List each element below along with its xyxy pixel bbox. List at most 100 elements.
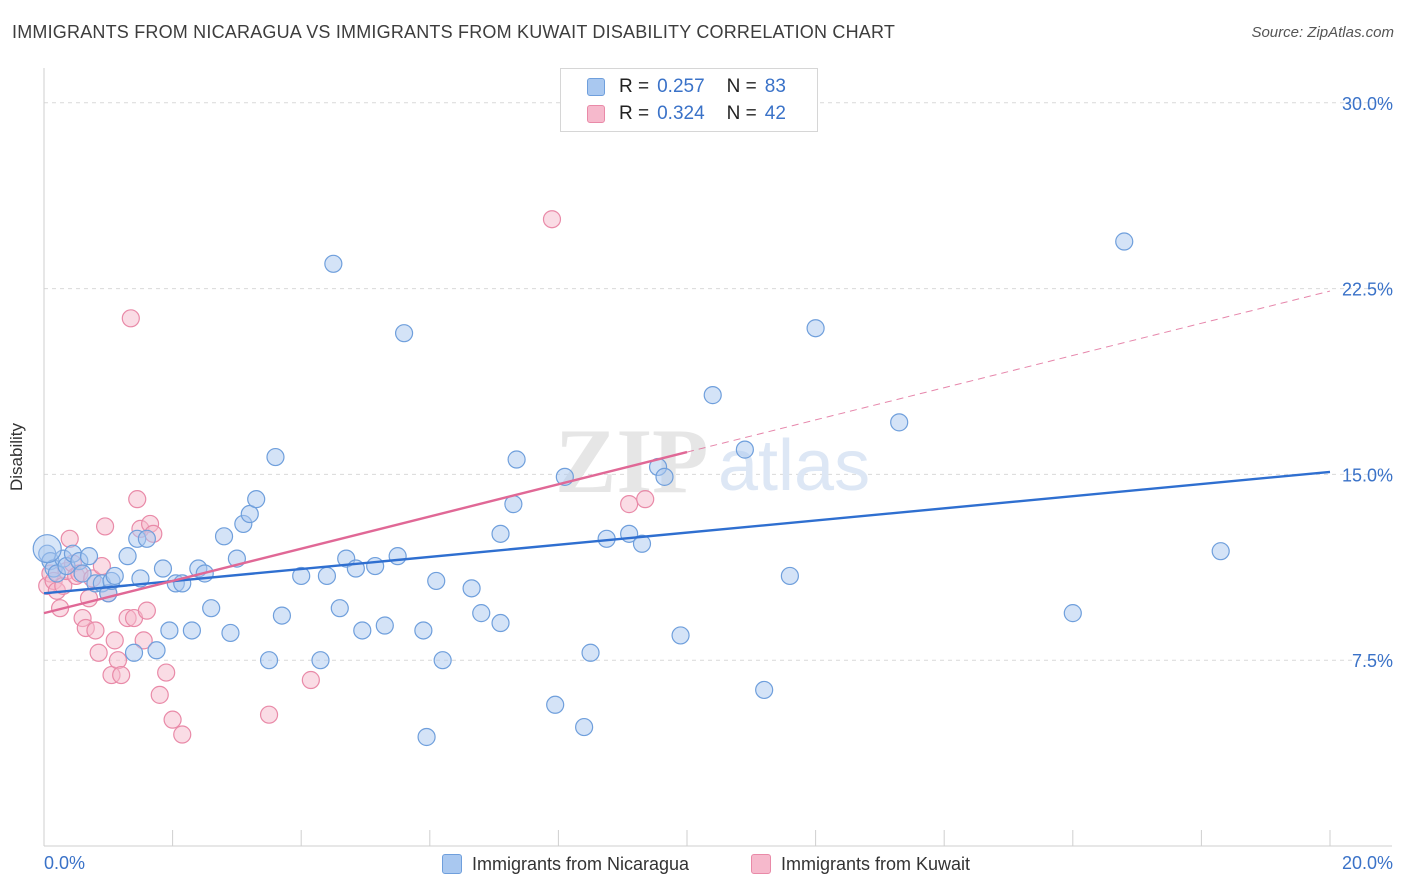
legend-n-label: N = [726, 76, 757, 97]
nicaragua-point [79, 547, 99, 566]
kuwait-point [620, 495, 639, 514]
nicaragua-point [311, 651, 330, 670]
kuwait-point [89, 643, 108, 662]
kuwait-point [542, 210, 562, 229]
nicaragua-point [462, 579, 481, 598]
nicaragua-point [375, 616, 394, 635]
nicaragua-point [472, 604, 491, 623]
watermark: ZIP atlas [555, 410, 870, 512]
nicaragua-point [806, 319, 825, 338]
kuwait-point [163, 710, 182, 729]
nicaragua-point [546, 695, 565, 714]
watermark-atlas: atlas [718, 426, 870, 506]
bottom-legend-label-nicaragua: Immigrants from Nicaragua [472, 853, 690, 874]
nicaragua-point [735, 440, 754, 459]
nicaragua-point [575, 717, 594, 737]
nicaragua-point [417, 727, 436, 747]
nicaragua-point [272, 606, 292, 625]
kuwait-point [95, 517, 115, 536]
nicaragua-point [214, 527, 234, 546]
legend-n-value: 42 [764, 103, 786, 124]
y-tick-label: 15.0% [1342, 465, 1393, 485]
kuwait-point [137, 601, 156, 620]
bottom-legend-swatch-nicaragua [442, 854, 462, 874]
legend-swatch-nicaragua [587, 78, 605, 96]
bottom-legend-nicaragua: Immigrants from Nicaragua [442, 852, 689, 876]
kuwait-point [636, 490, 655, 509]
nicaragua-point [221, 623, 240, 643]
nicaragua-point [890, 413, 909, 432]
nicaragua-point [1063, 604, 1082, 623]
nicaragua-point [259, 651, 279, 670]
nicaragua-point [330, 599, 349, 618]
tick-labels: 7.5% 15.0% 22.5% 30.0% 0.0% 20.0% [44, 94, 1393, 873]
legend-r-value: 0.257 [657, 76, 705, 97]
legend-n-value: 83 [764, 76, 786, 97]
nicaragua-point [247, 490, 266, 509]
nicaragua-point [118, 547, 137, 566]
nicaragua-point [780, 566, 799, 586]
trendline-kuwait [43, 450, 688, 615]
kuwait-point [150, 685, 169, 704]
legend-r-label: R = [619, 103, 650, 124]
nicaragua-point [1211, 542, 1230, 561]
legend-r-value: 0.324 [657, 103, 705, 124]
nicaragua-point [124, 643, 144, 662]
nicaragua-point [153, 559, 173, 578]
legend-swatch-kuwait [587, 105, 605, 123]
nicaragua-point [671, 626, 690, 645]
kuwait-point [60, 529, 79, 548]
kuwait-point [121, 309, 140, 328]
legend-n-label: N = [726, 103, 757, 124]
watermark-zip: ZIP [555, 410, 708, 512]
y-tick-label: 7.5% [1352, 651, 1393, 671]
kuwait-point [301, 670, 320, 690]
nicaragua-point [160, 621, 179, 640]
kuwait-point [173, 725, 192, 744]
legend-r-label: R = [619, 76, 650, 97]
nicaragua-point [182, 621, 201, 640]
kuwait-point [128, 490, 147, 509]
nicaragua-point [655, 467, 674, 486]
trendline-nicaragua [43, 470, 1331, 595]
kuwait-point [259, 705, 279, 724]
nicaragua-point [1115, 232, 1134, 251]
trend-lines [43, 290, 1331, 615]
axes [43, 68, 1392, 847]
nicaragua-point [755, 680, 774, 700]
nicaragua-point [491, 613, 510, 633]
nicaragua-point [366, 556, 385, 576]
nicaragua-point [703, 386, 722, 405]
legend: R = 0.257 N = 83 R = 0.324 N = 42 [560, 68, 818, 132]
bottom-legend-label-kuwait: Immigrants from Kuwait [781, 853, 971, 874]
y-tick-label: 30.0% [1342, 94, 1393, 114]
nicaragua-point [147, 641, 166, 660]
trendline-kuwait [686, 290, 1331, 453]
nicaragua-point [491, 524, 510, 543]
bottom-legend-kuwait: Immigrants from Kuwait [751, 852, 970, 876]
nicaragua-point [433, 651, 452, 670]
kuwait-point [108, 651, 128, 670]
nicaragua-point [581, 643, 600, 662]
legend-row-nicaragua: R = 0.257 N = 83 [587, 75, 786, 99]
nicaragua-point [394, 324, 414, 343]
chart-source: Source: ZipAtlas.com [1251, 24, 1394, 41]
nicaragua-point [632, 534, 652, 553]
nicaragua-point [266, 447, 285, 467]
nicaragua-point [427, 571, 446, 591]
kuwait-point [105, 631, 124, 650]
kuwait-point [157, 663, 176, 682]
bottom-legend-swatch-kuwait [751, 854, 771, 874]
nicaragua-point [73, 564, 92, 583]
grid-lines [44, 102, 1392, 661]
nicaragua-point [105, 566, 124, 586]
nicaragua-point [32, 534, 62, 564]
x-tick-label: 0.0% [44, 853, 85, 873]
nicaragua-point [137, 529, 156, 548]
nicaragua-point [292, 566, 311, 586]
nicaragua-point [353, 621, 372, 640]
y-tick-label: 22.5% [1342, 280, 1393, 300]
nicaragua-point [202, 599, 221, 618]
kuwait-point [112, 665, 131, 685]
